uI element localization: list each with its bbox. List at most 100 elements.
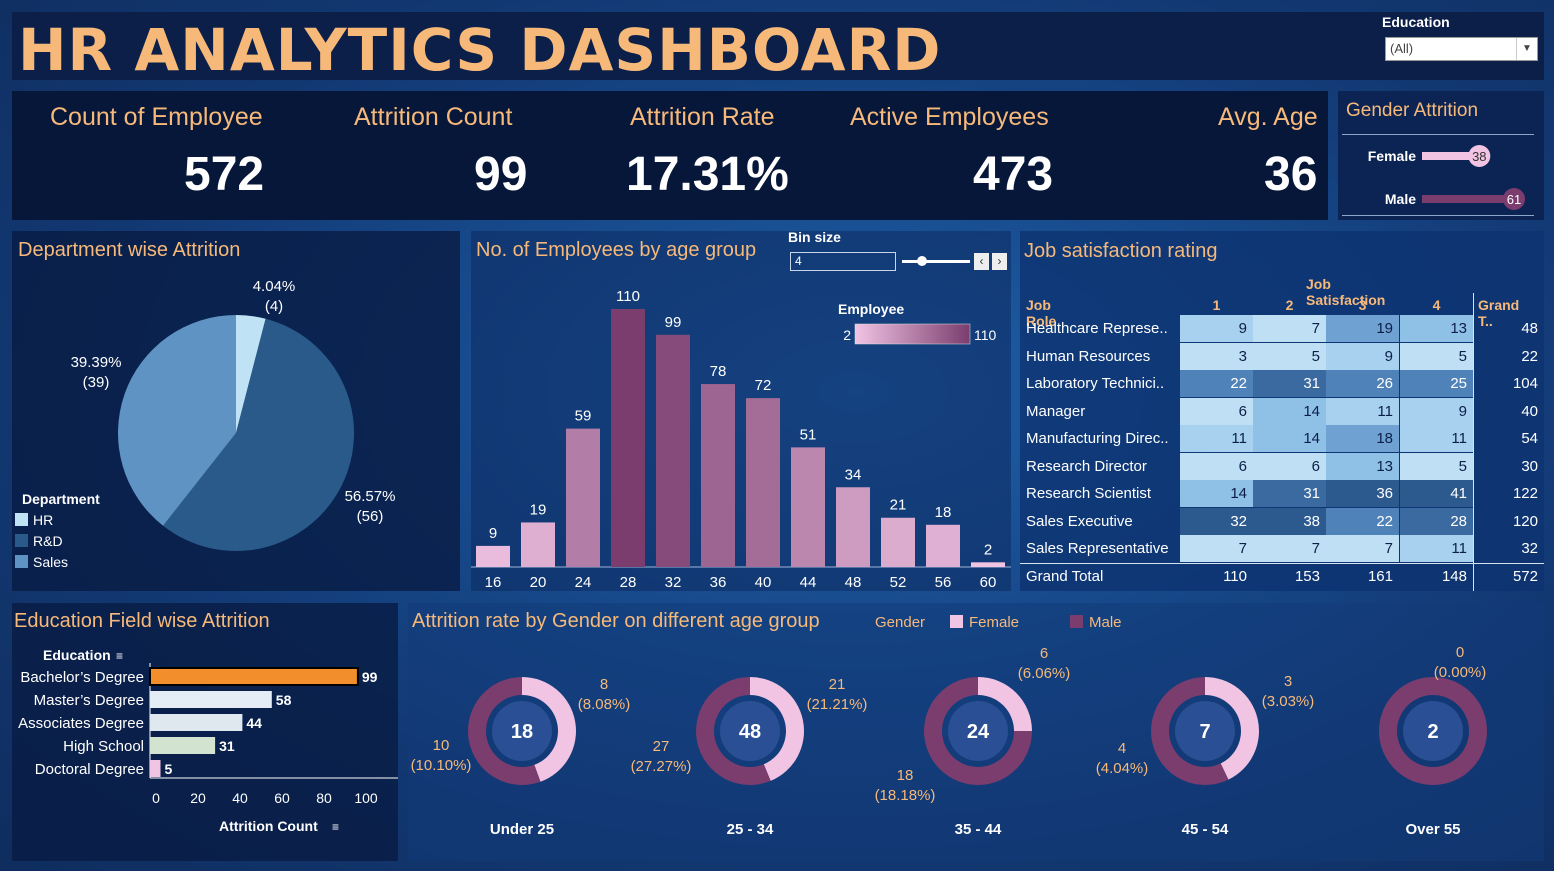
table-cell: 6: [1253, 452, 1326, 480]
donut-female-3: [1205, 677, 1259, 780]
grand-total-label: Grand Total: [1026, 567, 1104, 585]
edu-bar-value: 99: [362, 669, 378, 685]
table-cell: 11: [1326, 397, 1399, 425]
kpi-label: Active Employees: [850, 103, 1049, 131]
bin-size-slider[interactable]: [902, 260, 970, 263]
edu-category-label: High School: [63, 738, 144, 755]
education-field-panel: Education Field wise Attrition Education…: [12, 603, 398, 861]
donut-center-2: [948, 701, 1008, 761]
gender-label: Male: [1385, 191, 1416, 207]
divider: [1342, 134, 1534, 135]
edu-x-tick: 100: [354, 790, 378, 806]
sort-icon: ≡: [116, 649, 123, 663]
job-satisfaction-panel: Job satisfaction rating Job Satisfaction…: [1020, 231, 1544, 591]
kpi-label: Count of Employee: [50, 103, 263, 131]
department-attrition-title: Department wise Attrition: [18, 239, 241, 261]
female-pct-label: (8.08%): [578, 696, 631, 713]
color-legend-title: Employee: [838, 301, 904, 317]
gender-legend-title: Gender: [875, 614, 926, 631]
legend-label-male: Male: [1089, 614, 1122, 631]
male-count-label: 10: [433, 737, 450, 754]
pie-slice-hr: [236, 315, 266, 433]
donut-female-0: [522, 677, 576, 782]
donut-male-4: [1378, 677, 1487, 785]
age-bar-24: [566, 428, 600, 567]
table-cell: 38: [1253, 507, 1326, 535]
gender-bar-end: [1468, 145, 1491, 167]
legend-swatch: [15, 555, 28, 568]
age-bar-value: 9: [489, 525, 497, 542]
grand-total-cell: 148: [1441, 567, 1467, 585]
kpi-attrition-count: Attrition Count: [354, 103, 512, 132]
edu-x-tick: 60: [274, 790, 290, 806]
table-row-total: 30: [1521, 457, 1538, 475]
donut-male-2: [924, 677, 1032, 785]
edu-bar-value: 31: [219, 738, 235, 754]
female-pct-label: (3.03%): [1262, 693, 1315, 710]
age-group-label: 35 - 44: [955, 821, 1002, 838]
kpi-active-employees: Active Employees: [850, 103, 1049, 132]
donut-female-2: [978, 677, 1032, 731]
edu-x-tick: 80: [316, 790, 332, 806]
chevron-right-icon[interactable]: ›: [992, 253, 1007, 270]
gender-value: 38: [1472, 149, 1486, 164]
header-bar: HR ANALYTICS DASHBOARD: [12, 12, 1544, 84]
donut-center-4: [1403, 701, 1463, 761]
table-cell: 36: [1326, 480, 1399, 507]
gender-bar-female: [1422, 152, 1480, 160]
age-group-bar-chart: 9 16 19 20 59 24 110 28 99 32 78 36 72 40 51 44 34 48 21 52…: [471, 288, 1011, 591]
donut-female-1: [750, 677, 804, 781]
table-cell: 6: [1180, 452, 1253, 480]
female-count-label: 0: [1456, 644, 1464, 661]
slider-handle[interactable]: [917, 256, 927, 266]
table-cell: 14: [1253, 425, 1326, 452]
bin-size-input[interactable]: 4: [790, 252, 896, 271]
kpi-bar: Count of Employee 572 Attrition Count 99…: [12, 91, 1328, 220]
table-cell: 7: [1253, 315, 1326, 342]
table-cell: 14: [1180, 480, 1253, 507]
chevron-left-icon[interactable]: ‹: [974, 253, 989, 270]
age-group-label: Over 55: [1405, 821, 1460, 838]
legend-label: R&D: [33, 533, 63, 549]
column-header: 1: [1212, 297, 1221, 313]
table-cell: 31: [1253, 370, 1326, 397]
table-row-total: 32: [1521, 540, 1538, 557]
legend-swatch-female: [950, 615, 963, 628]
age-tick-label: 44: [800, 574, 817, 591]
edu-bar-3: [150, 737, 216, 754]
table-cell: 9: [1180, 315, 1253, 342]
education-filter-dropdown[interactable]: (All) ▼: [1385, 37, 1538, 61]
gender-attrition-title: Gender Attrition: [1346, 100, 1479, 121]
table-cell: 9: [1400, 397, 1473, 425]
table-row-total: 54: [1521, 430, 1538, 447]
female-pct-label: (0.00%): [1434, 664, 1487, 681]
donut-center-value: 18: [511, 721, 533, 743]
age-bar-40: [746, 398, 780, 567]
table-cell: 31: [1253, 480, 1326, 507]
table-cell: 11: [1400, 425, 1473, 452]
grand-total-cell: 161: [1367, 567, 1393, 585]
age-bar-28: [611, 309, 645, 567]
age-bar-value: 110: [616, 288, 640, 305]
gender-value: 61: [1507, 192, 1521, 207]
age-bar-36: [701, 384, 735, 567]
edu-x-axis-label: Attrition Count: [219, 818, 318, 834]
age-group-title: No. of Employees by age group: [476, 239, 757, 261]
grand-total-cell: 110: [1223, 567, 1247, 585]
table-cell: 41: [1400, 480, 1473, 507]
color-legend-min: 2: [843, 327, 851, 343]
table-row-label: Sales Representative: [1026, 540, 1169, 557]
donut-center-value: 48: [739, 721, 761, 743]
age-bar-value: 72: [755, 377, 772, 394]
age-tick-label: 20: [530, 574, 547, 591]
table-row-label: Human Resources: [1026, 347, 1151, 365]
pie-pct-label: 4.04%: [253, 278, 296, 295]
age-bar-value: 51: [800, 426, 817, 443]
edu-x-tick: 40: [232, 790, 248, 806]
table-cell: 7: [1253, 535, 1326, 562]
donut-male-1: [696, 677, 771, 785]
chevron-down-icon[interactable]: ▼: [1516, 38, 1537, 60]
male-pct-label: (18.18%): [875, 787, 936, 804]
table-cell: 19: [1326, 315, 1399, 342]
age-tick-label: 16: [485, 574, 502, 591]
